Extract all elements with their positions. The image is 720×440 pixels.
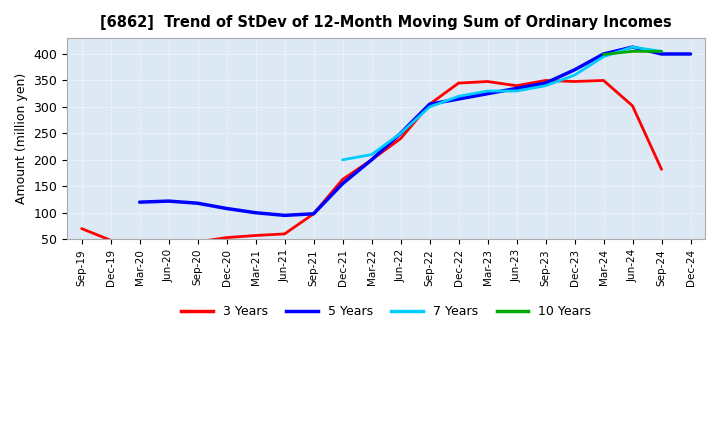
10 Years (657, 49, 666, 54)
5 Years (426, 102, 434, 107)
Line: 7 Years: 7 Years (343, 47, 662, 160)
Line: 5 Years: 5 Years (140, 47, 690, 215)
5 Years (483, 91, 492, 96)
3 Years (367, 157, 376, 162)
3 Years (338, 177, 347, 182)
7 Years (426, 104, 434, 110)
7 Years (512, 88, 521, 94)
5 Years (454, 96, 463, 102)
5 Years (367, 157, 376, 162)
3 Years (107, 238, 115, 243)
7 Years (628, 44, 636, 50)
5 Years (512, 86, 521, 91)
5 Years (396, 131, 405, 136)
Line: 3 Years: 3 Years (81, 81, 662, 242)
5 Years (628, 44, 636, 50)
7 Years (454, 94, 463, 99)
10 Years (628, 49, 636, 54)
3 Years (454, 81, 463, 86)
5 Years (193, 201, 202, 206)
10 Years (599, 52, 608, 57)
5 Years (686, 51, 695, 57)
7 Years (367, 152, 376, 157)
7 Years (541, 83, 550, 88)
3 Years (426, 102, 434, 107)
3 Years (396, 136, 405, 141)
5 Years (338, 181, 347, 186)
7 Years (570, 73, 579, 78)
7 Years (599, 54, 608, 59)
7 Years (483, 88, 492, 94)
3 Years (599, 78, 608, 83)
3 Years (483, 79, 492, 84)
3 Years (222, 235, 231, 240)
5 Years (164, 198, 173, 204)
3 Years (657, 167, 666, 172)
5 Years (541, 81, 550, 86)
3 Years (77, 226, 86, 231)
3 Years (628, 103, 636, 109)
5 Years (599, 51, 608, 57)
3 Years (512, 83, 521, 88)
5 Years (135, 199, 144, 205)
3 Years (310, 211, 318, 216)
5 Years (570, 67, 579, 73)
3 Years (570, 79, 579, 84)
Y-axis label: Amount (million yen): Amount (million yen) (15, 73, 28, 204)
3 Years (280, 231, 289, 237)
3 Years (193, 239, 202, 245)
5 Years (280, 213, 289, 218)
5 Years (310, 211, 318, 216)
3 Years (164, 240, 173, 245)
3 Years (251, 233, 260, 238)
Title: [6862]  Trend of StDev of 12-Month Moving Sum of Ordinary Incomes: [6862] Trend of StDev of 12-Month Moving… (100, 15, 672, 30)
3 Years (135, 238, 144, 244)
7 Years (396, 131, 405, 136)
5 Years (657, 51, 666, 57)
Legend: 3 Years, 5 Years, 7 Years, 10 Years: 3 Years, 5 Years, 7 Years, 10 Years (176, 301, 596, 323)
Line: 10 Years: 10 Years (603, 51, 662, 55)
5 Years (222, 206, 231, 211)
7 Years (338, 157, 347, 162)
7 Years (657, 49, 666, 54)
3 Years (541, 78, 550, 83)
5 Years (251, 210, 260, 215)
